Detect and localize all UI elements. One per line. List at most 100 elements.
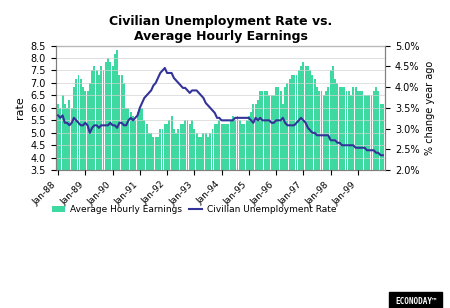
Bar (266, 91, 268, 253)
Bar (182, 124, 184, 253)
Bar (171, 116, 172, 253)
Bar (287, 83, 288, 253)
Bar (148, 133, 150, 253)
Bar (234, 120, 236, 253)
Bar (162, 129, 163, 253)
Bar (361, 91, 363, 253)
Bar (341, 87, 343, 253)
Bar (316, 87, 318, 253)
Bar (343, 87, 345, 253)
Bar (255, 104, 256, 253)
Bar (327, 87, 329, 253)
Bar (257, 99, 259, 253)
Legend: Average Hourly Earnings, Civilian Unemployment Rate: Average Hourly Earnings, Civilian Unempl… (48, 202, 340, 218)
Bar (325, 91, 327, 253)
Bar (329, 71, 332, 253)
Bar (309, 71, 311, 253)
Bar (73, 87, 75, 253)
Bar (96, 71, 98, 253)
Bar (130, 112, 132, 253)
Bar (164, 124, 166, 253)
Bar (302, 62, 304, 253)
Bar (125, 108, 127, 253)
Bar (355, 87, 356, 253)
Bar (323, 95, 325, 253)
Bar (105, 62, 107, 253)
Bar (382, 104, 384, 253)
Bar (146, 124, 148, 253)
Bar (350, 95, 352, 253)
Bar (198, 137, 200, 253)
Bar (291, 75, 293, 253)
Bar (380, 104, 382, 253)
Bar (59, 108, 61, 253)
Bar (94, 66, 95, 253)
Bar (311, 75, 313, 253)
Bar (177, 129, 180, 253)
Bar (121, 75, 122, 253)
Bar (168, 120, 170, 253)
Bar (348, 91, 350, 253)
Bar (364, 95, 365, 253)
Bar (132, 116, 134, 253)
Bar (157, 137, 159, 253)
Bar (293, 75, 295, 253)
Bar (289, 79, 291, 253)
Bar (189, 124, 191, 253)
Bar (368, 95, 370, 253)
Bar (305, 66, 306, 253)
Bar (112, 66, 113, 253)
Bar (62, 95, 63, 253)
Bar (318, 91, 320, 253)
Bar (352, 87, 354, 253)
Bar (80, 79, 82, 253)
Bar (175, 133, 177, 253)
Bar (116, 50, 118, 253)
Bar (250, 112, 252, 253)
Bar (377, 91, 379, 253)
Y-axis label: rate: rate (15, 96, 25, 119)
Bar (270, 95, 273, 253)
Bar (296, 75, 297, 253)
Title: Civilian Unemployment Rate vs.
Average Hourly Earnings: Civilian Unemployment Rate vs. Average H… (109, 15, 332, 43)
Bar (150, 133, 152, 253)
Bar (194, 129, 195, 253)
Bar (100, 66, 102, 253)
Bar (134, 120, 136, 253)
Bar (84, 91, 86, 253)
Bar (232, 116, 234, 253)
Bar (196, 133, 198, 253)
Bar (230, 120, 232, 253)
Bar (332, 66, 334, 253)
Bar (320, 91, 323, 253)
Bar (307, 66, 309, 253)
Bar (127, 108, 130, 253)
Bar (237, 116, 239, 253)
Bar (277, 87, 279, 253)
Bar (139, 108, 141, 253)
Bar (243, 124, 245, 253)
Bar (225, 124, 227, 253)
Bar (144, 120, 145, 253)
Bar (141, 108, 143, 253)
Bar (64, 104, 66, 253)
Bar (209, 133, 211, 253)
Bar (123, 83, 125, 253)
Bar (91, 71, 93, 253)
Y-axis label: % change year ago: % change year ago (425, 61, 435, 155)
Bar (184, 120, 186, 253)
Bar (136, 112, 139, 253)
Bar (159, 129, 161, 253)
Bar (202, 133, 204, 253)
Bar (71, 108, 72, 253)
Bar (259, 91, 261, 253)
Bar (82, 87, 84, 253)
Bar (107, 58, 109, 253)
Bar (239, 120, 241, 253)
Bar (375, 87, 377, 253)
Bar (282, 104, 284, 253)
Bar (279, 91, 282, 253)
Bar (89, 83, 91, 253)
Bar (212, 129, 213, 253)
Bar (173, 129, 175, 253)
